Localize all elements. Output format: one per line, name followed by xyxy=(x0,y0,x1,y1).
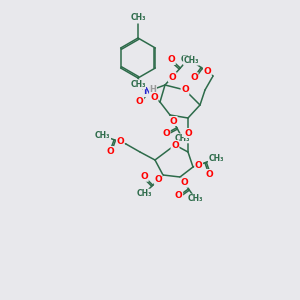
Text: CH₃: CH₃ xyxy=(181,55,196,64)
Text: O: O xyxy=(140,172,148,181)
Text: CH₃: CH₃ xyxy=(208,154,224,163)
Text: O: O xyxy=(150,93,158,102)
Text: O: O xyxy=(203,68,211,76)
Text: N: N xyxy=(143,88,151,97)
Text: CH₃: CH₃ xyxy=(175,134,190,143)
Text: O: O xyxy=(180,178,188,187)
Text: O: O xyxy=(190,73,198,82)
Text: O: O xyxy=(162,129,170,138)
Text: CH₃: CH₃ xyxy=(130,14,146,22)
Text: O: O xyxy=(175,191,183,200)
Text: O: O xyxy=(195,160,203,169)
Text: CH₃: CH₃ xyxy=(130,80,146,89)
Text: CH₃: CH₃ xyxy=(136,189,152,198)
Text: CH₃: CH₃ xyxy=(184,56,199,65)
Text: O: O xyxy=(167,56,175,64)
Text: H: H xyxy=(150,85,156,94)
Text: O: O xyxy=(136,97,144,106)
Text: O: O xyxy=(184,128,192,137)
Text: O: O xyxy=(106,147,114,156)
Text: O: O xyxy=(169,116,177,125)
Text: O: O xyxy=(205,169,213,178)
Text: CH₃: CH₃ xyxy=(188,194,203,203)
Text: O: O xyxy=(171,140,179,149)
Text: CH₃: CH₃ xyxy=(95,131,110,140)
Text: O: O xyxy=(181,85,189,94)
Text: O: O xyxy=(154,175,162,184)
Text: O: O xyxy=(168,73,176,82)
Text: O: O xyxy=(116,137,124,146)
